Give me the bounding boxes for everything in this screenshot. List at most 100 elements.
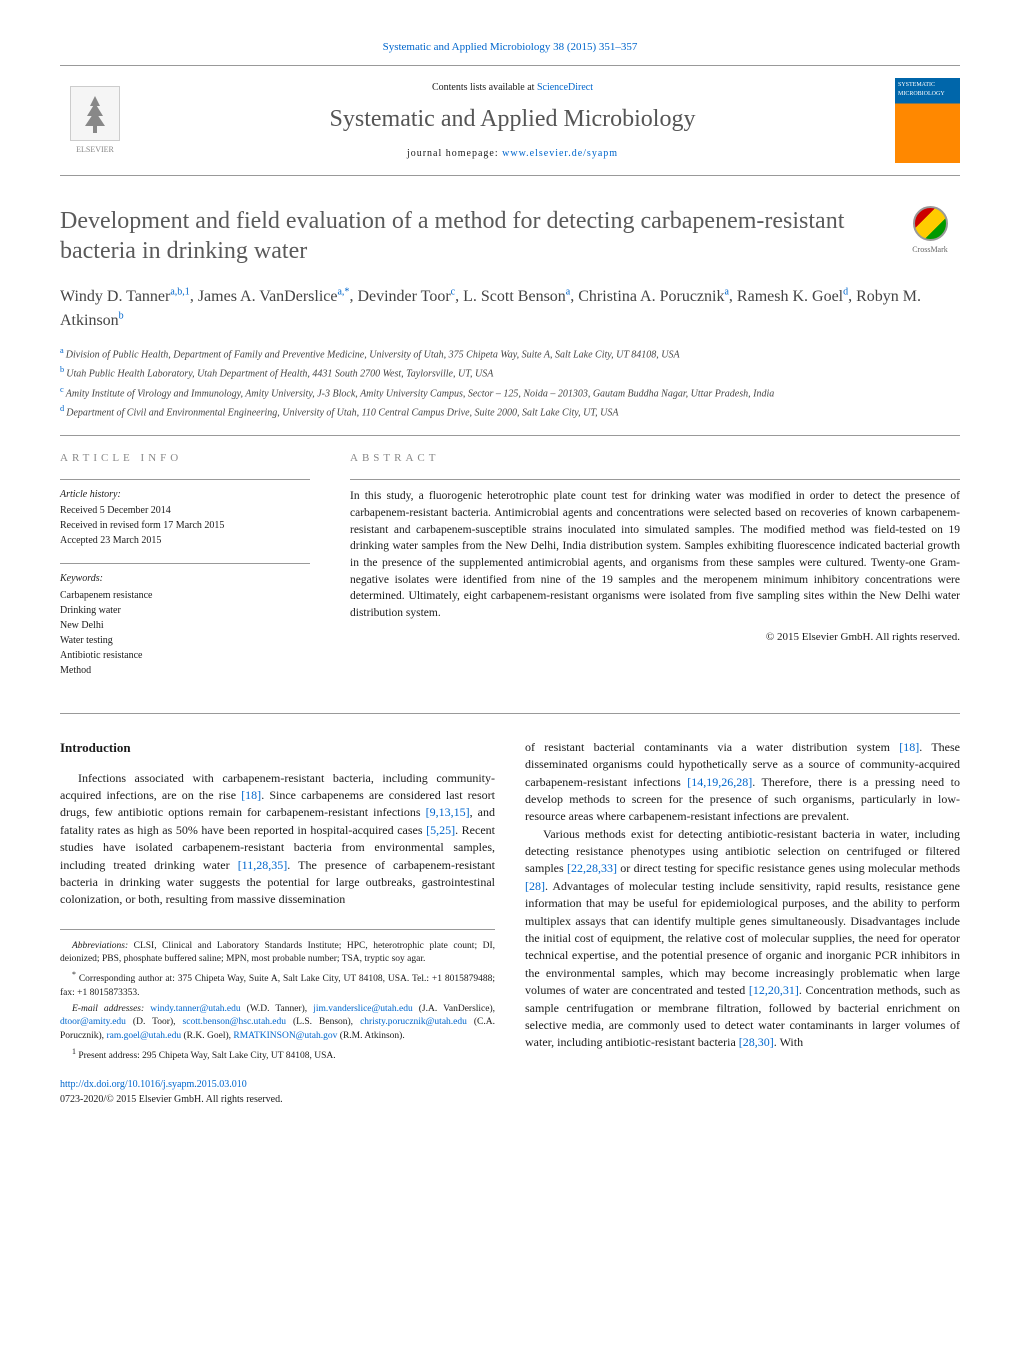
citation-link[interactable]: Systematic and Applied Microbiology 38 (… [383,41,638,53]
info-divider [60,479,310,480]
email-link[interactable]: windy.tanner@utah.edu [150,1004,240,1014]
author: Windy D. Tannera,b,1 [60,288,190,305]
doi-link[interactable]: http://dx.doi.org/10.1016/j.syapm.2015.0… [60,1079,247,1090]
email-link[interactable]: christy.porucznik@utah.edu [360,1017,467,1027]
email-link[interactable]: scott.benson@hsc.utah.edu [183,1017,286,1027]
author-affil-marker: d [843,286,848,297]
cover-label: SYSTEMATIC MICROBIOLOGY [898,82,945,96]
author-affil-marker: a,b,1 [170,286,189,297]
article-title: Development and field evaluation of a me… [60,206,880,266]
journal-homepage: journal homepage: www.elsevier.de/syapm [130,147,895,161]
citation-header: Systematic and Applied Microbiology 38 (… [60,40,960,55]
sciencedirect-link[interactable]: ScienceDirect [537,82,593,93]
abstract-text: In this study, a fluorogenic heterotroph… [350,488,960,621]
keyword: Water testing [60,633,310,648]
intro-para-1-cont: of resistant bacterial contaminants via … [525,739,960,826]
keyword: Carbapenem resistance [60,588,310,603]
issn-line: 0723-2020/© 2015 Elsevier GmbH. All righ… [60,1094,283,1105]
info-heading: article info [60,451,310,466]
ref-link[interactable]: [18] [241,788,261,802]
history-line: Received 5 December 2014 [60,504,310,518]
author: James A. VanDerslicea,* [198,288,350,305]
divider [60,435,960,436]
footnote-corresp: * Corresponding author at: 375 Chipeta W… [60,969,495,1000]
ref-link[interactable]: [11,28,35] [238,858,288,872]
footnotes: Abbreviations: CLSI, Clinical and Labora… [60,929,495,1064]
abstract-heading: abstract [350,451,960,467]
affiliation: c Amity Institute of Virology and Immuno… [60,384,960,401]
intro-heading: Introduction [60,739,495,758]
affiliations: a Division of Public Health, Department … [60,345,960,420]
elsevier-logo: ELSEVIER [60,81,130,161]
abstract-copyright: © 2015 Elsevier GmbH. All rights reserve… [350,630,960,646]
abstract-divider [350,479,960,480]
footnote-present: 1 Present address: 295 Chipeta Way, Salt… [60,1046,495,1063]
ref-link[interactable]: [12,20,31] [749,983,799,997]
info-abstract-row: article info Article history: Received 5… [60,451,960,692]
abbrev-label: Abbreviations: [72,941,128,951]
journal-banner: ELSEVIER Contents lists available at Sci… [60,65,960,176]
intro-para-2: Various methods exist for detecting anti… [525,826,960,1052]
column-right: of resistant bacterial contaminants via … [525,739,960,1108]
crossmark-icon [913,206,948,241]
history-line: Received in revised form 17 March 2015 [60,519,310,533]
ref-link[interactable]: [9,13,15] [426,805,470,819]
ref-link[interactable]: [18] [899,740,919,754]
banner-left: ELSEVIER [60,81,130,161]
keyword: New Delhi [60,618,310,633]
affiliation: b Utah Public Health Laboratory, Utah De… [60,364,960,381]
keyword: Drinking water [60,603,310,618]
homepage-pre: journal homepage: [407,148,502,159]
journal-name: Systematic and Applied Microbiology [130,103,895,137]
author-affil-marker: a [724,286,728,297]
abstract: abstract In this study, a fluorogenic he… [350,451,960,692]
email-link[interactable]: dtoor@amity.edu [60,1017,126,1027]
affiliation: a Division of Public Health, Department … [60,345,960,362]
author-affil-marker: a,* [337,286,349,297]
author-affil-marker: a [566,286,570,297]
intro-para-1: Infections associated with carbapenem-re… [60,770,495,909]
crossmark-badge[interactable]: CrossMark [900,206,960,266]
contents-line: Contents lists available at ScienceDirec… [130,81,895,95]
keyword: Antibiotic resistance [60,648,310,663]
history-block: Article history: Received 5 December 201… [60,488,310,548]
footnote-emails: E-mail addresses: windy.tanner@utah.edu … [60,1003,495,1043]
email-link[interactable]: ram.goel@utah.edu [106,1031,181,1041]
author-affil-marker: b [119,311,124,322]
crossmark-label: CrossMark [912,244,948,255]
history-line: Accepted 23 March 2015 [60,534,310,548]
ref-link[interactable]: [14,19,26,28] [687,775,752,789]
history-label: Article history: [60,488,310,502]
footnote-abbrev: Abbreviations: CLSI, Clinical and Labora… [60,940,495,967]
info-divider-2 [60,563,310,564]
authors-list: Windy D. Tannera,b,1, James A. VanDersli… [60,284,960,333]
title-row: Development and field evaluation of a me… [60,206,960,266]
elsevier-tree-icon [70,86,120,141]
contents-pre: Contents lists available at [432,82,537,93]
keywords-label: Keywords: [60,572,310,586]
author: Christina A. Porucznika [578,288,729,305]
keyword: Method [60,663,310,678]
homepage-link[interactable]: www.elsevier.de/syapm [502,148,618,159]
email-label: E-mail addresses: [72,1004,144,1014]
email-link[interactable]: RMATKINSON@utah.gov [233,1031,337,1041]
ref-link[interactable]: [22,28,33] [567,861,617,875]
author: Ramesh K. Goeld [737,288,848,305]
column-left: Introduction Infections associated with … [60,739,495,1108]
banner-center: Contents lists available at ScienceDirec… [130,81,895,161]
author: L. Scott Bensona [463,288,570,305]
author-affil-marker: c [451,286,455,297]
divider-2 [60,713,960,714]
main-content: Introduction Infections associated with … [60,739,960,1108]
elsevier-label: ELSEVIER [76,144,114,155]
ref-link[interactable]: [28] [525,879,545,893]
affiliation: d Department of Civil and Environmental … [60,403,960,420]
author: Devinder Toorc [357,288,455,305]
ref-link[interactable]: [5,25] [426,823,455,837]
article-info: article info Article history: Received 5… [60,451,310,692]
ref-link[interactable]: [28,30] [739,1035,774,1049]
doi-block: http://dx.doi.org/10.1016/j.syapm.2015.0… [60,1078,495,1107]
journal-cover-thumb: SYSTEMATIC MICROBIOLOGY [895,78,960,163]
keywords-block: Keywords: Carbapenem resistanceDrinking … [60,572,310,678]
email-link[interactable]: jim.vanderslice@utah.edu [313,1004,413,1014]
